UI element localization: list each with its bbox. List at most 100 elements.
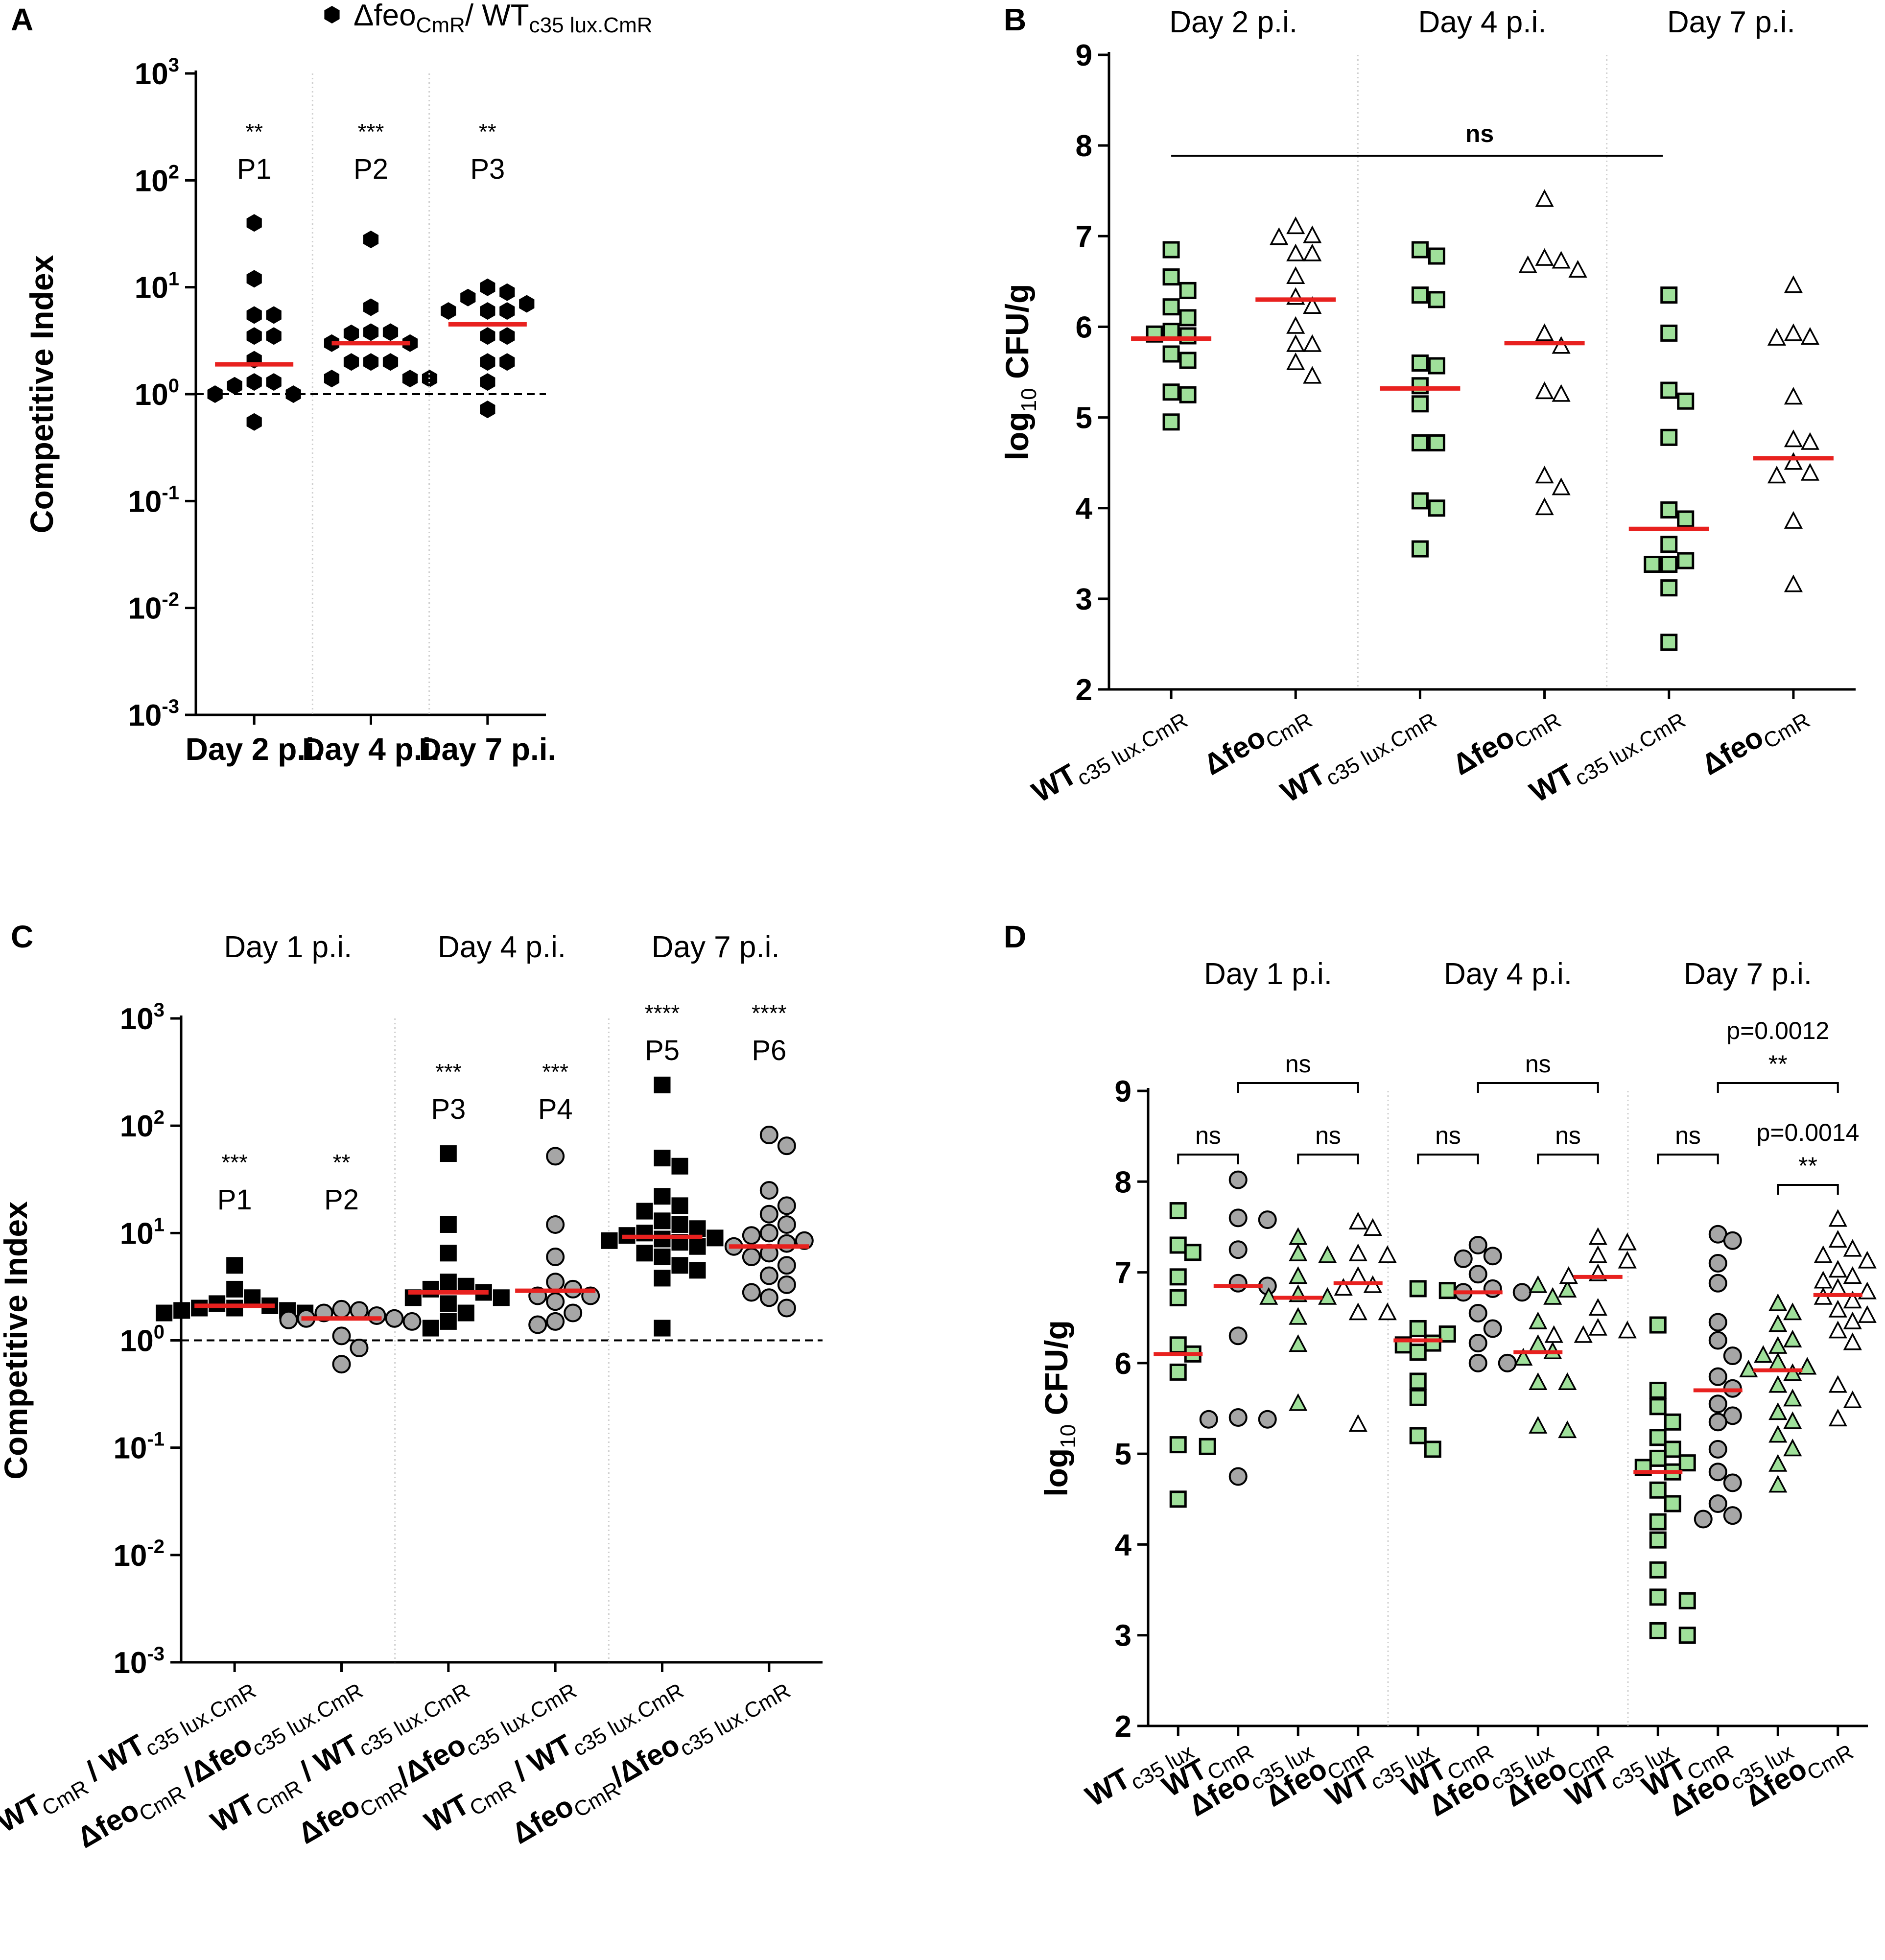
data-point [1723,1346,1742,1366]
data-point [1814,1245,1833,1263]
data-point [207,385,223,403]
data-point [1169,1289,1187,1306]
data-point [1768,1375,1788,1393]
data-point [1660,556,1678,573]
data-point [440,1295,457,1312]
panel-b-y-tick-label: 4 [1076,492,1093,526]
data-point [1409,1372,1427,1390]
group-header: Day 7 p.i. [652,930,780,964]
data-point [363,353,379,371]
x-label-sub: CmR [1510,708,1565,754]
data-point [1512,1283,1532,1302]
data-point [1678,1592,1696,1609]
data-point [1618,1251,1637,1269]
data-point [1483,1279,1502,1298]
data-point [246,373,262,391]
tick-base: 10 [120,1110,154,1143]
data-point [1535,189,1554,207]
tick-exponent: 3 [154,999,165,1021]
data-point [742,1247,761,1266]
data-point [1162,298,1180,316]
data-point [382,353,399,371]
data-point [1411,434,1429,451]
data-point [1286,316,1305,334]
data-point [1409,1344,1427,1361]
data-point [1169,1436,1187,1454]
data-point [546,1247,565,1266]
data-point [324,370,340,388]
tick-base: 10 [113,1432,147,1465]
tick-base: 10 [113,1646,147,1680]
data-point [777,1136,796,1156]
bracket-label: ns [1195,1122,1221,1149]
data-point [1783,1363,1802,1381]
data-point [1409,1427,1427,1444]
data-point [1169,1202,1187,1220]
data-point [1409,1389,1427,1406]
data-point [1179,327,1197,345]
tick-base: 10 [135,57,168,91]
data-point [1179,309,1197,327]
data-point [1558,1279,1577,1298]
data-point [246,270,262,288]
data-point [1708,1331,1727,1350]
data-point [1169,1236,1187,1254]
p-label: P1 [217,1184,252,1216]
data-point [1677,392,1695,410]
bracket-label: ns [1555,1122,1581,1149]
data-point [1843,1291,1862,1309]
data-point [1179,282,1197,299]
data-point [1784,275,1803,293]
data-point [1660,501,1678,519]
data-point [1784,511,1803,529]
data-point [1289,1334,1308,1352]
ylabel-sub: 10 [1017,388,1041,412]
data-point [1468,1265,1487,1284]
data-point [1649,1622,1667,1639]
x-label-main: Δfeo [1447,720,1520,781]
group-header: Day 1 p.i. [224,930,352,964]
data-point [654,1248,671,1265]
tick-base: 10 [120,1217,154,1251]
x-label-sub-b: c35 lux.CmR [676,1678,795,1761]
data-point [1828,1408,1847,1427]
significance-bracket [1297,1154,1359,1164]
significance-stars: ** [245,119,263,144]
panel-a-y-tick-label: 10-2 [128,589,179,626]
tick-base: 10 [135,271,168,305]
p-value-label: p=0.0014 [1757,1119,1860,1146]
x-label-sub: CmR [1760,708,1814,754]
x-label-main: WT [1080,1762,1136,1813]
data-point [1708,1463,1727,1482]
data-point [246,413,262,431]
data-point [332,1355,351,1374]
data-point [480,327,495,345]
data-point [777,1215,796,1234]
data-point [1411,540,1429,558]
significance-stars: ** [479,119,496,144]
data-point [1286,216,1305,235]
panel-d-y-tick-label: 9 [1115,1075,1131,1109]
data-point [1483,1247,1502,1266]
tick-exponent: 1 [154,1214,165,1235]
data-point [1378,1245,1397,1263]
panel-letter-b: B [1004,2,1026,37]
data-point [332,1299,351,1319]
data-point [1768,1475,1788,1493]
p-label: P2 [353,153,388,185]
data-point [1694,1510,1713,1529]
data-point [350,1338,369,1357]
significance-stars: *** [358,119,384,144]
data-point [1767,466,1787,484]
data-point [1858,1281,1877,1299]
data-point [519,295,535,313]
data-point [1468,1353,1487,1372]
data-point [1411,286,1429,304]
legend-main: Δfeo [353,0,416,32]
panel-c-y-tick-label: 103 [120,999,165,1036]
data-point [777,1299,796,1318]
data-point [759,1224,778,1243]
data-point [1228,1326,1248,1346]
data-point [1409,1320,1427,1337]
